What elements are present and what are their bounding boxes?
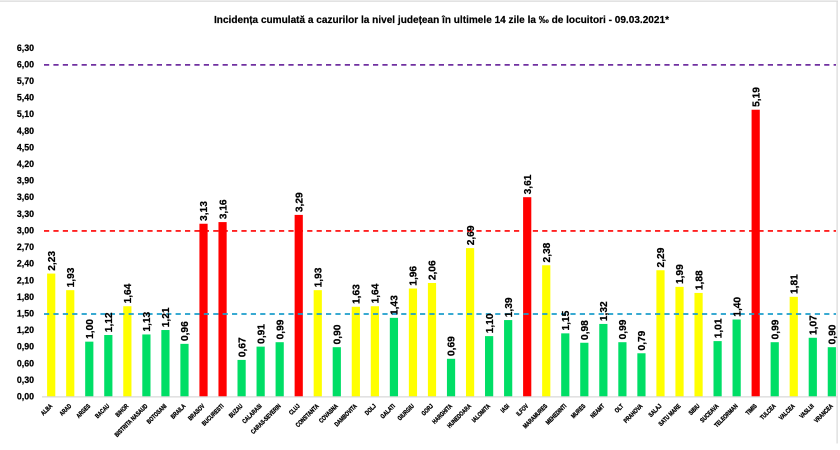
svg-text:GALATI: GALATI [379, 403, 397, 421]
svg-text:1,10: 1,10 [485, 313, 496, 333]
svg-text:ARGES: ARGES [75, 403, 92, 420]
svg-text:3,60: 3,60 [17, 192, 34, 202]
svg-text:3,30: 3,30 [17, 209, 34, 219]
svg-text:0,90: 0,90 [333, 324, 344, 344]
svg-text:0,79: 0,79 [637, 330, 648, 350]
svg-text:0,98: 0,98 [580, 320, 591, 340]
svg-text:PRAHOVA: PRAHOVA [623, 403, 645, 425]
svg-text:0,90: 0,90 [828, 324, 839, 344]
svg-text:4,50: 4,50 [17, 142, 34, 152]
svg-text:4,80: 4,80 [17, 126, 34, 136]
svg-text:BACAU: BACAU [94, 403, 111, 420]
svg-text:0,67: 0,67 [237, 337, 248, 357]
svg-text:1,63: 1,63 [352, 284, 363, 304]
svg-text:1,01: 1,01 [713, 318, 724, 338]
svg-text:VALCEA: VALCEA [778, 403, 797, 422]
svg-text:BUZAU: BUZAU [228, 403, 245, 420]
svg-text:1,00: 1,00 [85, 319, 96, 339]
svg-text:1,39: 1,39 [504, 297, 515, 317]
svg-text:1,15: 1,15 [561, 310, 572, 330]
svg-text:0,91: 0,91 [256, 324, 267, 344]
svg-text:1,93: 1,93 [313, 267, 324, 287]
svg-text:1,88: 1,88 [694, 270, 705, 290]
svg-text:BIHOR: BIHOR [115, 403, 131, 419]
svg-text:2,69: 2,69 [466, 225, 477, 245]
svg-text:4,20: 4,20 [17, 159, 34, 169]
svg-text:1,96: 1,96 [409, 266, 420, 286]
svg-text:1,13: 1,13 [142, 312, 153, 332]
svg-text:BRAILA: BRAILA [170, 403, 188, 421]
svg-text:BOTOSANI: BOTOSANI [146, 403, 169, 426]
svg-text:VRANCEA: VRANCEA [813, 403, 835, 425]
svg-text:6,00: 6,00 [17, 59, 34, 69]
svg-text:2,10: 2,10 [17, 275, 34, 285]
svg-text:OLT: OLT [614, 403, 626, 415]
svg-text:CLUJ: CLUJ [288, 403, 302, 417]
svg-text:1,20: 1,20 [17, 325, 34, 335]
svg-text:3,29: 3,29 [294, 192, 305, 212]
svg-text:0,99: 0,99 [275, 319, 286, 339]
svg-text:MURES: MURES [570, 403, 587, 420]
svg-text:5,40: 5,40 [17, 93, 34, 103]
svg-text:1,21: 1,21 [161, 307, 172, 327]
svg-text:SALAJ: SALAJ [647, 403, 663, 419]
svg-text:ILFOV: ILFOV [515, 403, 530, 418]
svg-text:0,90: 0,90 [17, 342, 34, 352]
svg-text:1,32: 1,32 [599, 301, 610, 321]
svg-text:1,81: 1,81 [789, 274, 800, 294]
svg-text:TIMIS: TIMIS [745, 403, 759, 417]
svg-text:3,13: 3,13 [199, 201, 210, 221]
svg-text:6,30: 6,30 [17, 43, 34, 53]
svg-text:1,43: 1,43 [390, 295, 401, 315]
svg-text:5,19: 5,19 [751, 87, 762, 107]
svg-text:IALOMITA: IALOMITA [471, 403, 492, 424]
svg-text:2,29: 2,29 [656, 247, 667, 267]
svg-text:1,40: 1,40 [732, 297, 743, 317]
svg-text:Incidența cumulată a cazurilor: Incidența cumulată a cazurilor la nivel … [214, 15, 669, 26]
svg-text:IASI: IASI [500, 403, 512, 415]
svg-text:0,99: 0,99 [618, 319, 629, 339]
svg-text:2,23: 2,23 [47, 251, 58, 271]
svg-text:0,60: 0,60 [17, 358, 34, 368]
svg-text:1,80: 1,80 [17, 292, 34, 302]
svg-text:2,38: 2,38 [542, 242, 553, 262]
svg-text:1,99: 1,99 [675, 264, 686, 284]
svg-text:2,70: 2,70 [17, 242, 34, 252]
svg-text:MEHEDINTI: MEHEDINTI [545, 403, 569, 427]
svg-text:3,16: 3,16 [218, 199, 229, 219]
svg-text:DOLJ: DOLJ [364, 403, 378, 417]
svg-text:1,64: 1,64 [123, 283, 134, 303]
svg-text:VASLUI: VASLUI [798, 403, 815, 420]
svg-text:1,50: 1,50 [17, 308, 34, 318]
svg-text:0,30: 0,30 [17, 375, 34, 385]
svg-text:3,61: 3,61 [523, 174, 534, 194]
svg-text:0,96: 0,96 [180, 321, 191, 341]
svg-text:0,69: 0,69 [447, 336, 458, 356]
svg-text:1,12: 1,12 [104, 312, 115, 332]
svg-text:0,00: 0,00 [17, 392, 34, 402]
svg-text:5,10: 5,10 [17, 109, 34, 119]
svg-text:NEAMT: NEAMT [589, 403, 606, 420]
svg-text:0,99: 0,99 [770, 319, 781, 339]
svg-text:5,70: 5,70 [17, 76, 34, 86]
svg-text:1,64: 1,64 [371, 283, 382, 303]
svg-text:2,06: 2,06 [428, 260, 439, 280]
svg-text:1,07: 1,07 [809, 315, 820, 335]
svg-text:3,90: 3,90 [17, 176, 34, 186]
svg-text:2,40: 2,40 [17, 259, 34, 269]
svg-text:GIURGIU: GIURGIU [396, 403, 416, 423]
svg-text:TULCEA: TULCEA [759, 403, 778, 422]
svg-text:ALBA: ALBA [40, 403, 54, 417]
svg-text:GORJ: GORJ [420, 403, 435, 418]
svg-text:SIBIU: SIBIU [688, 403, 702, 417]
svg-text:1,93: 1,93 [66, 267, 77, 287]
svg-text:3,00: 3,00 [17, 225, 34, 235]
svg-text:ARAD: ARAD [59, 403, 74, 418]
